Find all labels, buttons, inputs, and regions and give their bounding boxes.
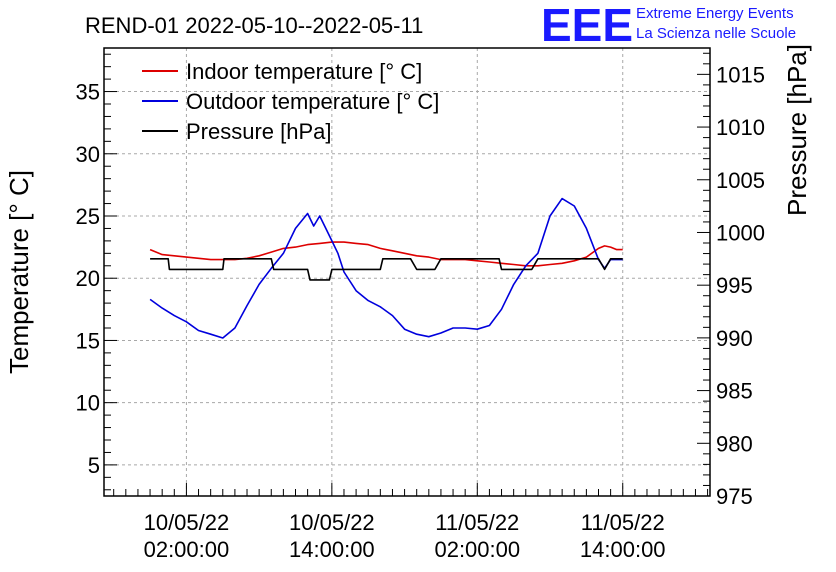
x-tick-label-date: 10/05/22 — [144, 510, 230, 535]
grid — [104, 48, 710, 496]
y-tick-label: 5 — [88, 453, 100, 478]
series-line-indoor — [149, 241, 623, 267]
legend-label-outdoor: Outdoor temperature [° C] — [186, 89, 439, 114]
y2-tick-label: 980 — [716, 431, 753, 456]
x-tick-label-date: 11/05/22 — [581, 510, 665, 535]
series-line-pressure — [150, 257, 623, 281]
x-tick-label-time: 14:00:00 — [580, 537, 666, 562]
eee-logo: EEE Extreme Energy Events La Scienza nel… — [541, 0, 796, 51]
logo-line-2: La Scienza nelle Scuole — [636, 25, 796, 42]
y-tick-label: 20 — [76, 266, 100, 291]
y2-tick-label: 1000 — [716, 220, 765, 245]
y2-tick-label: 975 — [716, 484, 753, 509]
x-tick-label-date: 11/05/22 — [435, 510, 519, 535]
y2-tick-label: 1005 — [716, 168, 765, 193]
series-layer — [149, 197, 623, 339]
y-tick-label: 30 — [76, 142, 100, 167]
y2-tick-label: 1010 — [716, 115, 765, 140]
y2-tick-label: 990 — [716, 326, 753, 351]
logo-line-1: Extreme Energy Events — [636, 5, 794, 22]
axes: 5101520253035975980985990995100010051010… — [76, 52, 765, 562]
logo-mark: EEE — [541, 0, 633, 51]
y2-tick-label: 995 — [716, 273, 753, 298]
legend-label-indoor: Indoor temperature [° C] — [186, 59, 422, 84]
y2-axis-title: Pressure [hPa] — [782, 44, 812, 216]
plot-frame — [103, 47, 711, 497]
legend-label-pressure: Pressure [hPa] — [186, 119, 332, 144]
legend: Indoor temperature [° C] Outdoor tempera… — [142, 59, 439, 144]
y-axis-title: Temperature [° C] — [4, 170, 34, 374]
y2-tick-label: 985 — [716, 379, 753, 404]
x-tick-label-time: 02:00:00 — [144, 537, 230, 562]
series-line-outdoor — [149, 197, 623, 339]
x-tick-label-time: 02:00:00 — [434, 537, 520, 562]
y-tick-label: 10 — [76, 391, 100, 416]
chart-title: REND-01 2022-05-10--2022-05-11 — [85, 13, 423, 38]
y2-tick-label: 1015 — [716, 62, 765, 87]
x-tick-label-date: 10/05/22 — [289, 510, 375, 535]
y-tick-label: 35 — [76, 80, 100, 105]
x-tick-label-time: 14:00:00 — [289, 537, 375, 562]
y-tick-label: 25 — [76, 204, 100, 229]
y-tick-label: 15 — [76, 328, 100, 353]
